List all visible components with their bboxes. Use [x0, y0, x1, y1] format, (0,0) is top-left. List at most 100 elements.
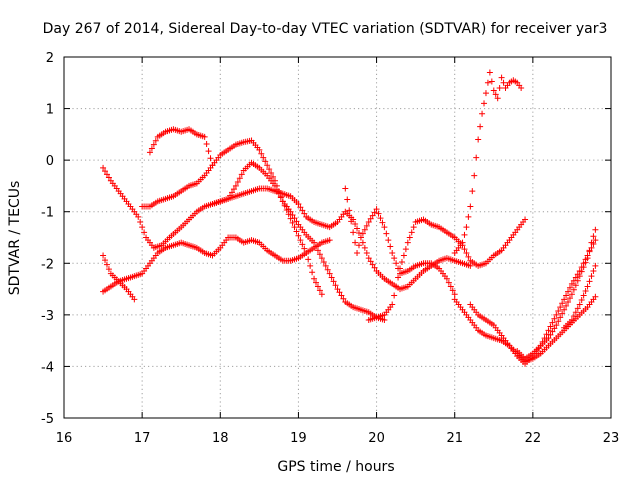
- data-point: [316, 287, 323, 294]
- data-point: [559, 300, 566, 307]
- data-point: [580, 292, 587, 299]
- data-point: [465, 213, 472, 220]
- data-point: [266, 166, 273, 173]
- data-point: [592, 226, 599, 233]
- data-point: [309, 269, 316, 276]
- series-track-3: [100, 234, 333, 295]
- series-track-12: [514, 226, 599, 362]
- data-point: [547, 331, 554, 338]
- data-point: [393, 283, 400, 290]
- data-point: [463, 249, 470, 256]
- data-point: [563, 292, 570, 299]
- series-track-7: [342, 185, 458, 298]
- data-point: [465, 253, 472, 260]
- data-point: [383, 230, 390, 237]
- data-point: [447, 283, 454, 290]
- data-point: [592, 237, 599, 244]
- data-point: [367, 215, 374, 222]
- data-point: [320, 258, 327, 265]
- data-point: [318, 255, 325, 262]
- data-points: [100, 69, 599, 367]
- data-point: [518, 84, 525, 91]
- data-point: [330, 278, 337, 285]
- data-point: [566, 284, 573, 291]
- data-point: [293, 218, 300, 225]
- data-point: [352, 220, 359, 227]
- data-point: [291, 224, 298, 231]
- data-point: [361, 226, 368, 233]
- data-point: [367, 258, 374, 265]
- x-tick-label: 17: [134, 431, 151, 446]
- data-point: [557, 304, 564, 311]
- series-track-9: [451, 69, 525, 256]
- data-point: [313, 279, 320, 286]
- y-tick-label: 1: [46, 103, 54, 118]
- data-point: [355, 229, 362, 236]
- data-point: [471, 172, 478, 179]
- data-point: [355, 242, 362, 249]
- data-point: [205, 148, 212, 155]
- y-tick-label: -3: [41, 309, 54, 324]
- data-point: [299, 207, 306, 214]
- data-point: [379, 219, 386, 226]
- data-point: [469, 188, 476, 195]
- plot-frame: [63, 56, 612, 419]
- data-point: [141, 229, 148, 236]
- data-point: [385, 237, 392, 244]
- data-point: [563, 302, 570, 309]
- data-point: [371, 209, 378, 216]
- data-point: [102, 257, 109, 264]
- data-point: [359, 239, 366, 246]
- data-point: [565, 298, 572, 305]
- data-point: [332, 282, 339, 289]
- data-point: [393, 260, 400, 267]
- data-point: [467, 262, 474, 269]
- data-point: [103, 171, 110, 178]
- x-tick-label: 20: [368, 431, 385, 446]
- data-point: [592, 262, 599, 269]
- data-point: [152, 137, 159, 144]
- data-point: [100, 164, 107, 171]
- data-point: [148, 145, 155, 152]
- data-point: [373, 206, 380, 213]
- data-point: [350, 229, 357, 236]
- data-point: [484, 79, 491, 86]
- data-point: [289, 211, 296, 218]
- y-tick-label: -5: [41, 412, 54, 427]
- data-point: [555, 307, 562, 314]
- data-point: [363, 222, 370, 229]
- data-point: [352, 239, 359, 246]
- y-tick-label: 2: [46, 51, 54, 66]
- data-point: [100, 252, 107, 259]
- data-point: [209, 162, 216, 169]
- data-point: [338, 292, 345, 299]
- data-point: [549, 328, 556, 335]
- data-point: [271, 177, 278, 184]
- data-point: [494, 95, 501, 102]
- grid-lines: [64, 57, 611, 418]
- data-point: [268, 170, 275, 177]
- data-point: [135, 213, 142, 220]
- data-point: [348, 218, 355, 225]
- data-point: [543, 331, 550, 338]
- data-point: [584, 255, 591, 262]
- series-track-10: [451, 293, 599, 365]
- data-point: [389, 301, 396, 308]
- data-point: [342, 185, 349, 192]
- data-point: [314, 247, 321, 254]
- series-track-4: [100, 252, 138, 303]
- data-point: [570, 286, 577, 293]
- data-point: [381, 317, 388, 324]
- data-point: [449, 287, 456, 294]
- data-point: [561, 306, 568, 313]
- data-point: [354, 249, 361, 256]
- data-point: [354, 225, 361, 232]
- data-point: [559, 310, 566, 317]
- data-point: [311, 275, 318, 282]
- data-point: [139, 224, 146, 231]
- y-axis-title: SDTVAR / TECUs: [7, 181, 23, 296]
- data-point: [590, 268, 597, 275]
- data-point: [102, 168, 109, 175]
- data-point: [316, 251, 323, 258]
- data-point: [590, 233, 597, 240]
